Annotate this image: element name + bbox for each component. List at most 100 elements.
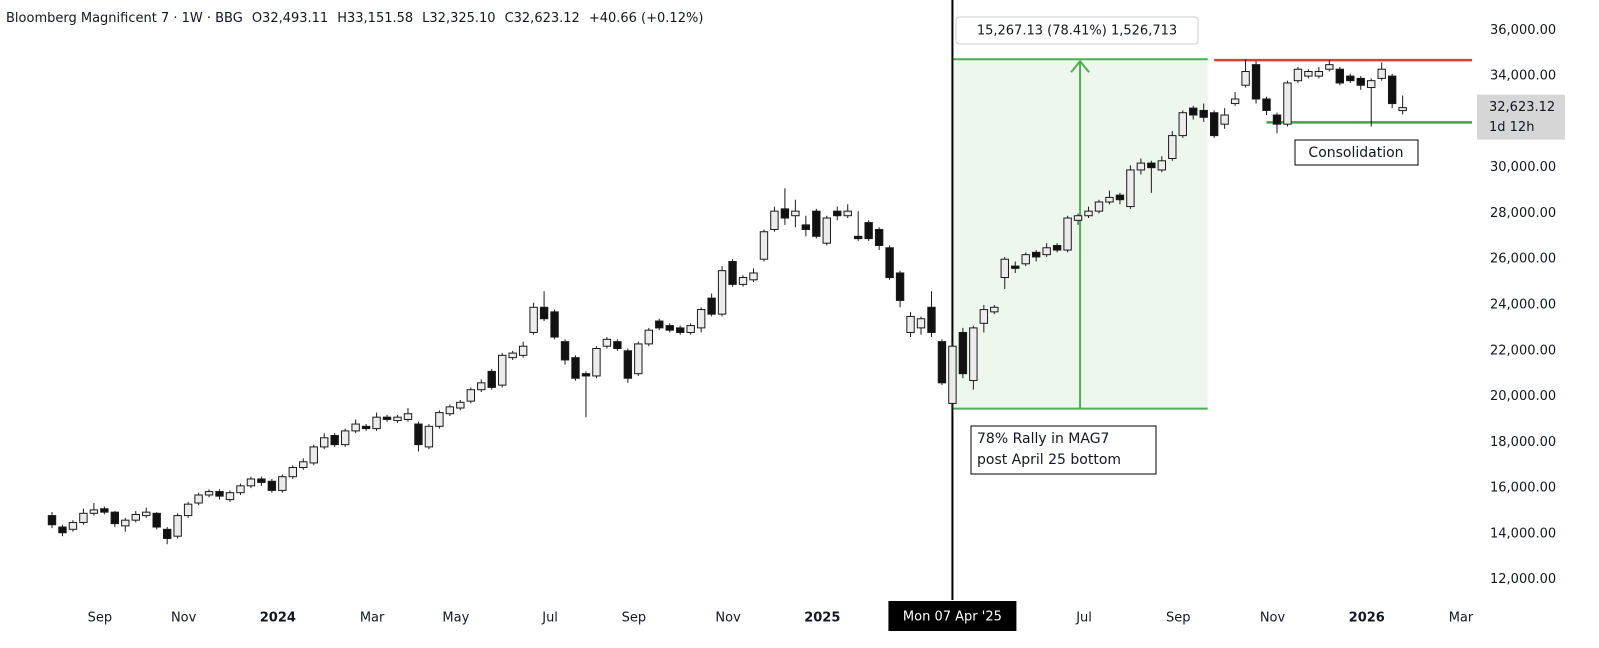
candle-body (152, 512, 161, 528)
candle-body (581, 373, 591, 377)
y-tick-label: 28,000.00 (1490, 206, 1556, 221)
y-tick-label: 34,000.00 (1490, 69, 1556, 84)
candle-body (1220, 114, 1229, 125)
y-tick-label: 16,000.00 (1490, 481, 1556, 496)
candle-body (1115, 194, 1125, 201)
candle-body (1230, 98, 1240, 105)
candle-body (414, 423, 423, 446)
candle-body (1293, 68, 1303, 82)
measure-label-box (955, 16, 1199, 45)
candle-body (1199, 109, 1208, 118)
candle-body (288, 467, 298, 478)
candle-body (278, 476, 287, 491)
candle-body (477, 382, 486, 391)
candle-body (1304, 71, 1313, 77)
candle-body (791, 210, 800, 217)
candle-body (1367, 80, 1376, 89)
candle-body (948, 345, 957, 404)
crosshair-label: Mon 07 Apr '25 (903, 610, 1002, 625)
rally-note-line: post April 25 bottom (977, 452, 1121, 468)
candle-body (937, 341, 947, 384)
x-tick-label: Nov (171, 611, 197, 626)
candle-body (121, 519, 130, 527)
candle-body (1157, 160, 1167, 171)
candle-body (864, 222, 873, 240)
candle-body (539, 306, 549, 320)
y-tick-label: 36,000.00 (1490, 23, 1556, 38)
candle-body (676, 327, 685, 333)
y-tick-label: 24,000.00 (1490, 298, 1556, 313)
candle-body (958, 331, 968, 375)
x-tick-label: Mar (360, 611, 385, 626)
candle-body (68, 521, 78, 530)
candle-body (47, 515, 57, 526)
x-tick-label: 2024 (260, 611, 296, 626)
candle-body (508, 352, 517, 359)
last-price-label: 32,623.12 (1489, 100, 1555, 115)
candle-body (1189, 107, 1198, 116)
y-tick-label: 18,000.00 (1490, 435, 1556, 450)
candle-body (812, 210, 821, 237)
rally-note-line: 78% Rally in MAG7 (977, 431, 1109, 447)
x-tick-label: Jul (1075, 611, 1092, 626)
y-tick-label: 14,000.00 (1490, 526, 1556, 541)
candle-body (602, 338, 612, 347)
candle-body (728, 261, 737, 285)
high-label: H33,151.58 (337, 11, 413, 26)
x-tick-label: Sep (88, 611, 113, 626)
candle-body (1052, 244, 1062, 251)
candle-body (1251, 64, 1261, 100)
candle-body (1209, 112, 1219, 137)
x-tick-label: Sep (1166, 611, 1191, 626)
candle-body (696, 309, 706, 329)
candle-body (644, 329, 653, 345)
candle-body (529, 306, 538, 333)
candle-body (717, 270, 727, 315)
candle-body (320, 437, 329, 448)
x-tick-label: May (442, 611, 469, 626)
candle-body (770, 210, 779, 230)
candle-body (759, 231, 769, 260)
y-tick-label: 30,000.00 (1490, 160, 1556, 175)
candle-body (1000, 258, 1009, 279)
candle-body (990, 306, 999, 313)
candle-body (1011, 265, 1020, 269)
candle-body (1314, 71, 1324, 77)
x-tick-label: 2025 (804, 611, 840, 626)
candle-body (382, 416, 392, 420)
candle-body (780, 208, 790, 219)
candle-body (1241, 71, 1250, 86)
candle-body (257, 478, 266, 483)
candle-body (1168, 135, 1177, 159)
x-tick-label: Nov (1260, 611, 1286, 626)
candle-body (885, 247, 894, 279)
candle-body (100, 508, 109, 513)
measure-label: 15,267.13 (78.41%) 1,526,713 (977, 24, 1177, 39)
candle-body (424, 425, 434, 448)
candle-body (361, 425, 371, 430)
candle-body (1063, 217, 1072, 251)
candle-body (969, 327, 978, 382)
candle-body (236, 485, 245, 494)
crosshair-label-box (888, 601, 1017, 631)
candle-body (340, 430, 350, 446)
candle-body (89, 509, 99, 514)
consolidation-label: Consolidation (1308, 145, 1403, 161)
candle-body (445, 406, 455, 415)
candle-body (1335, 68, 1345, 84)
countdown-label: 1d 12h (1489, 120, 1534, 135)
candle-body (1356, 77, 1365, 86)
open-label: O32,493.11 (252, 11, 328, 26)
candle-body (456, 401, 465, 409)
candle-body (309, 446, 318, 464)
candle-body (393, 416, 402, 422)
last-price-box (1477, 94, 1565, 140)
candle-body (843, 210, 852, 217)
candle-body (665, 325, 674, 331)
candle-body (1387, 75, 1397, 105)
candle-body (1105, 196, 1114, 203)
candle-body (215, 491, 224, 497)
candle-body (194, 494, 203, 504)
candle-body (560, 341, 570, 361)
candle-body (372, 416, 381, 430)
